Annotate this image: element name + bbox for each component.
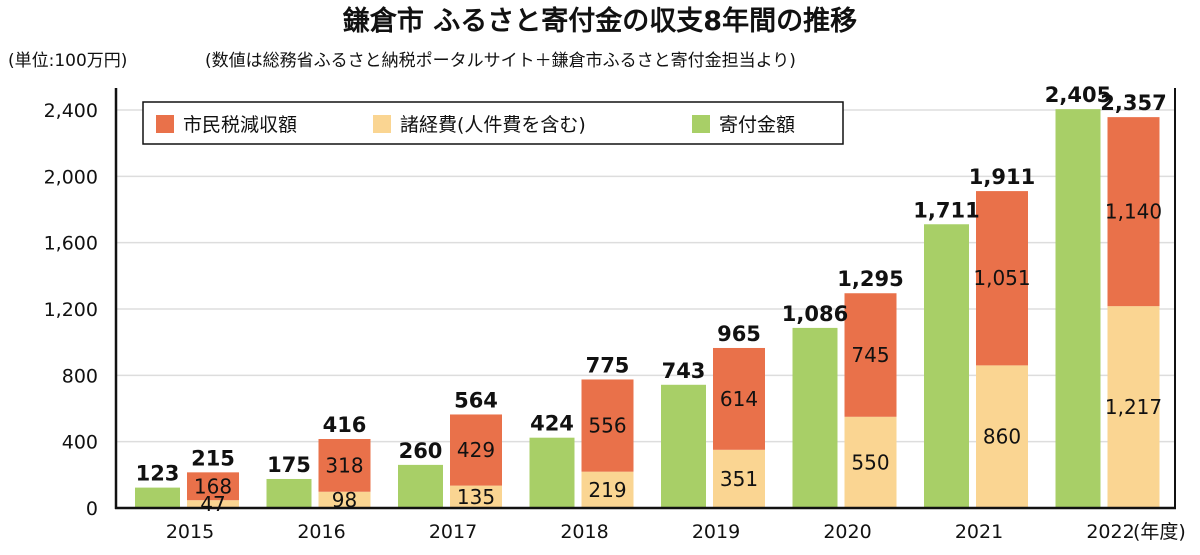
unit-note: (単位:100万円) xyxy=(8,51,127,71)
bar-donation xyxy=(792,327,838,508)
x-tick-label: 2016 xyxy=(297,521,345,543)
legend-label-expenses: 諸経費(人件費を含む) xyxy=(400,114,586,136)
label-donation: 123 xyxy=(136,462,180,486)
y-tick-label: 2,000 xyxy=(44,166,98,188)
label-cost-total: 965 xyxy=(717,322,761,346)
label-tax-reduction: 168 xyxy=(194,474,232,498)
y-tick-label: 1,600 xyxy=(44,233,98,255)
bar-tax-reduction xyxy=(976,191,1028,366)
label-cost-total: 416 xyxy=(323,413,367,437)
bar-donation xyxy=(398,464,443,508)
bar-tax-reduction xyxy=(713,347,765,450)
label-donation: 2,405 xyxy=(1045,83,1111,107)
label-cost-total: 564 xyxy=(454,388,498,412)
label-cost-total: 1,295 xyxy=(837,267,903,291)
label-expenses: 351 xyxy=(720,467,758,491)
label-cost-total: 775 xyxy=(586,353,630,377)
bar-expenses xyxy=(318,491,371,508)
bar-tax-reduction xyxy=(1107,117,1160,307)
label-expenses: 47 xyxy=(200,492,225,516)
legend-label-donation: 寄付金額 xyxy=(719,114,795,136)
label-tax-reduction: 745 xyxy=(851,343,889,367)
bar-tax-reduction xyxy=(450,414,502,486)
bar-donation xyxy=(135,487,180,508)
legend-swatch-tax-reduction xyxy=(156,115,174,133)
label-expenses: 219 xyxy=(588,478,626,502)
label-tax-reduction: 318 xyxy=(325,453,363,477)
label-expenses: 135 xyxy=(457,485,495,509)
label-cost-total: 2,357 xyxy=(1100,91,1166,115)
label-tax-reduction: 614 xyxy=(720,387,758,411)
y-tick-label: 400 xyxy=(62,432,98,454)
y-tick-label: 800 xyxy=(62,365,98,387)
bar-donation xyxy=(266,478,312,508)
bar-tax-reduction xyxy=(581,379,634,472)
x-tick-label: 2022 xyxy=(1086,521,1134,543)
label-expenses: 860 xyxy=(983,425,1021,449)
label-tax-reduction: 556 xyxy=(588,414,626,438)
x-tick-label: 2020 xyxy=(823,521,871,543)
y-tick-label: 0 xyxy=(86,498,98,520)
label-expenses: 550 xyxy=(851,450,889,474)
x-tick-label: 2019 xyxy=(692,521,740,543)
legend-label-tax-reduction: 市民税減収額 xyxy=(183,114,297,136)
y-axis-ticks: 0 400 800 1,200 1,600 2,000 2,400 xyxy=(44,100,98,520)
bar-expenses xyxy=(844,416,897,508)
bar-donation xyxy=(529,437,575,508)
label-donation: 175 xyxy=(267,453,311,477)
label-tax-reduction: 1,051 xyxy=(973,266,1030,290)
bar-tax-reduction xyxy=(318,439,371,492)
bar-tax-reduction xyxy=(844,293,897,417)
bar-expenses xyxy=(581,471,634,508)
bar-donation xyxy=(1055,109,1101,508)
chart-title: 鎌倉市 ふるさと寄付金の収支8年間の推移 xyxy=(343,5,857,37)
label-tax-reduction: 1,140 xyxy=(1105,200,1162,224)
bar-expenses xyxy=(187,500,239,508)
y-tick-label: 1,200 xyxy=(44,299,98,321)
label-donation: 1,086 xyxy=(782,302,848,326)
y-tick-label: 2,400 xyxy=(44,100,98,122)
x-axis-ticks: 2015 2016 2017 2018 2019 2020 2021 2022 xyxy=(166,521,1135,543)
source-note: (数値は総務省ふるさと納税ポータルサイト＋鎌倉市ふるさと寄付金担当より) xyxy=(205,51,796,71)
x-axis-label: (年度) xyxy=(1133,521,1186,543)
label-tax-reduction: 429 xyxy=(457,438,495,462)
label-cost-total: 1,911 xyxy=(969,165,1035,189)
label-donation: 1,711 xyxy=(913,198,979,222)
x-tick-label: 2021 xyxy=(955,521,1003,543)
bar-tax-reduction xyxy=(187,472,239,501)
legend-swatch-donation xyxy=(692,115,710,133)
x-tick-label: 2018 xyxy=(560,521,608,543)
label-cost-total: 215 xyxy=(191,446,235,470)
label-expenses: 1,217 xyxy=(1105,395,1162,419)
bar-expenses xyxy=(450,485,502,508)
bar-donation xyxy=(924,224,969,509)
bar-expenses xyxy=(713,449,765,508)
label-donation: 424 xyxy=(530,412,574,436)
legend: 市民税減収額 諸経費(人件費を含む) 寄付金額 xyxy=(142,101,844,145)
legend-swatch-expenses xyxy=(373,115,391,133)
label-donation: 743 xyxy=(662,359,706,383)
bars xyxy=(135,109,1160,509)
x-tick-label: 2015 xyxy=(166,521,214,543)
x-tick-label: 2017 xyxy=(429,521,477,543)
bar-expenses xyxy=(976,365,1028,508)
bar-donation xyxy=(661,384,706,508)
legend-box xyxy=(142,101,844,145)
label-donation: 260 xyxy=(399,439,443,463)
bar-expenses xyxy=(1107,306,1160,508)
